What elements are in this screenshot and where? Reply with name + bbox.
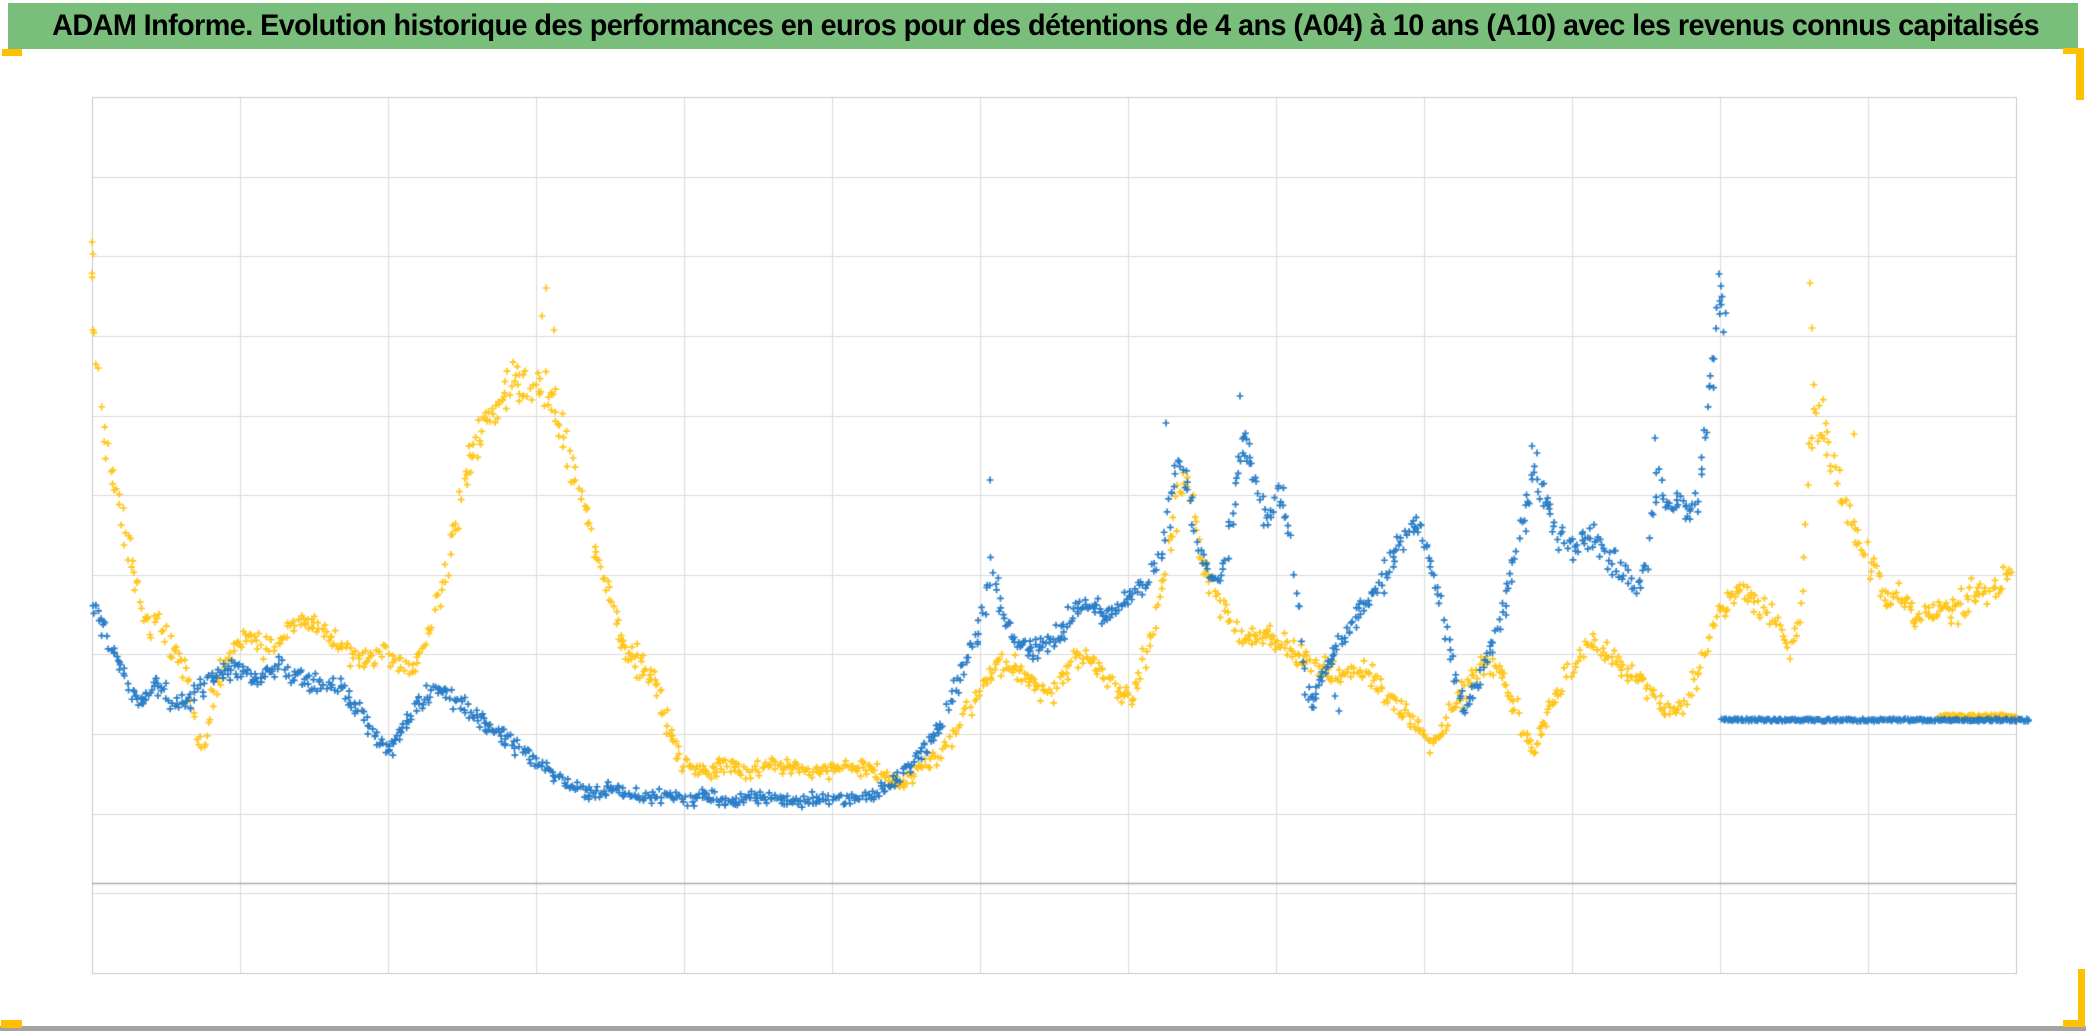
accent-top-left: [2, 49, 22, 56]
accent-top-right-vertical: [2076, 48, 2084, 100]
page-title: ADAM Informe. Evolution historique des p…: [52, 9, 2040, 42]
header-bar: ADAM Informe. Evolution historique des p…: [8, 3, 2078, 49]
accent-bottom-right-vertical: [2078, 969, 2085, 1026]
accent-top-right-horizontal: [2063, 48, 2079, 54]
accent-bottom-right-horizontal: [2063, 1020, 2085, 1027]
accent-bottom-left: [1, 1020, 22, 1028]
bottom-gray-bar: [0, 1026, 2086, 1031]
